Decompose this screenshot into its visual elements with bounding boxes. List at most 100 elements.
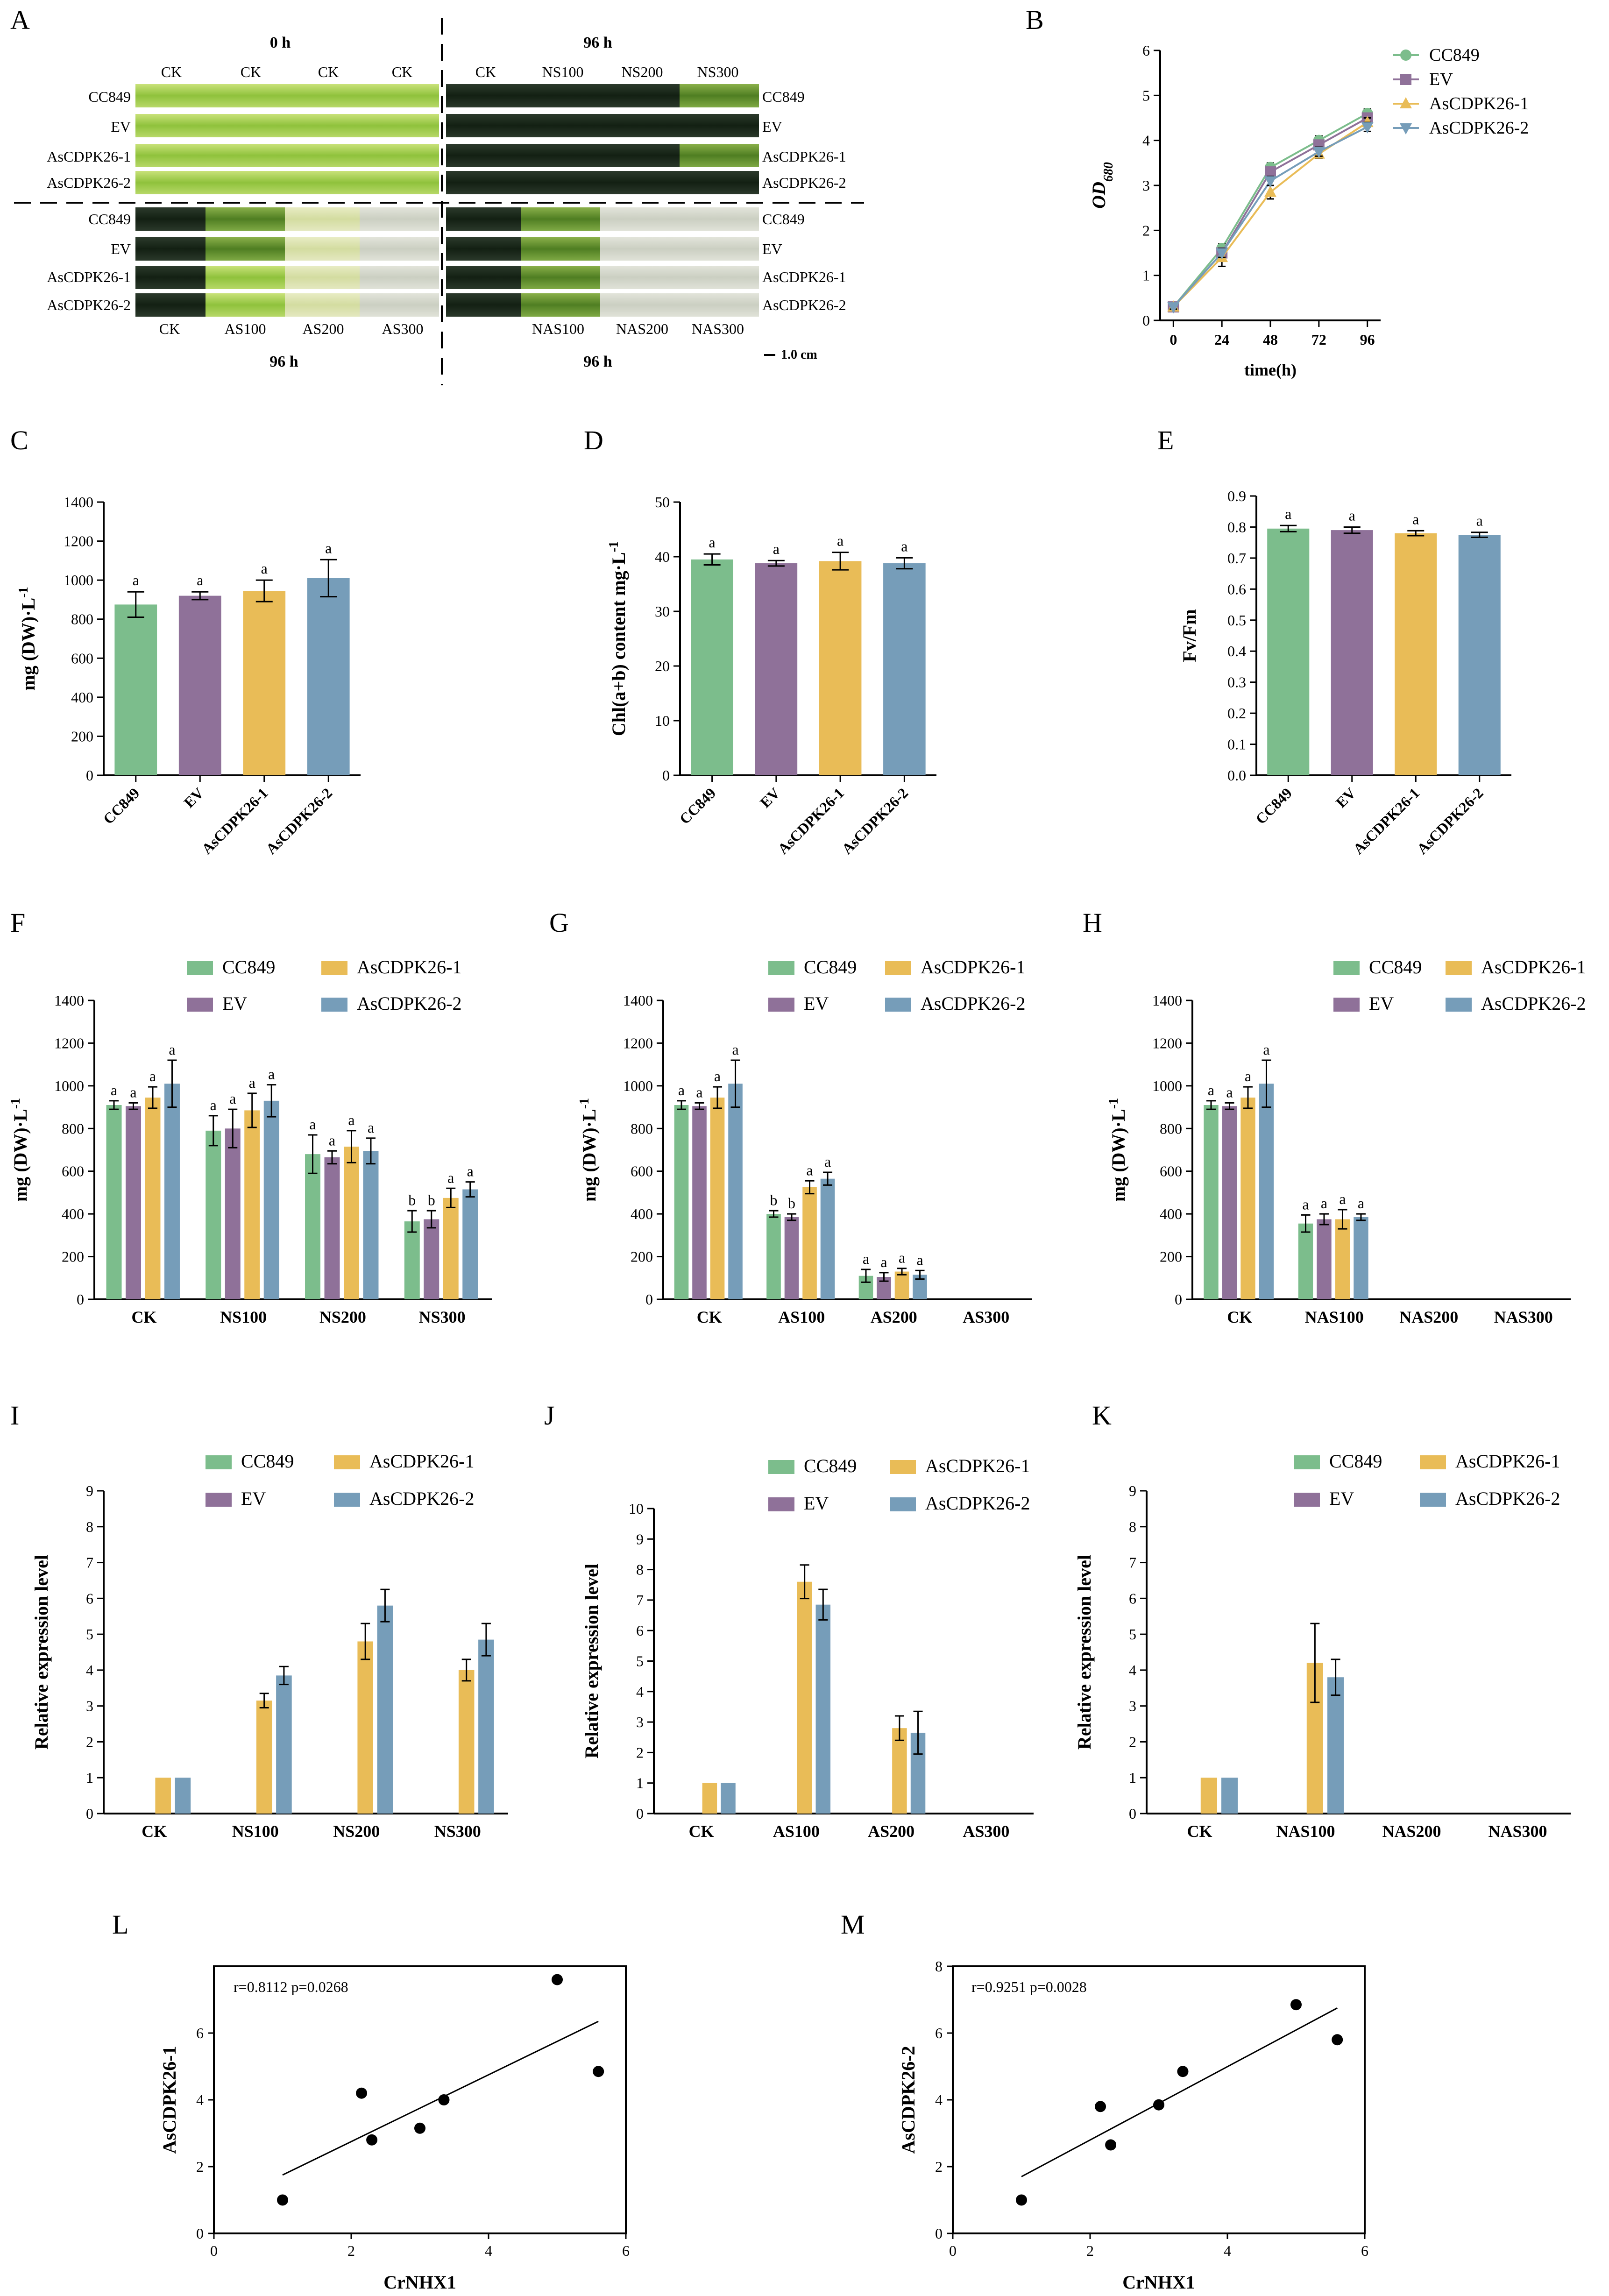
series-line — [1172, 117, 1368, 308]
significance-label: a — [678, 1082, 685, 1098]
x-tick-label: AS200 — [868, 1822, 914, 1841]
col-label: NS100 — [542, 64, 584, 80]
col-label: CK — [161, 64, 182, 80]
bar — [755, 563, 798, 775]
x-tick-label: AsCDPK26-1 — [1350, 784, 1423, 857]
y-tick-label: 2 — [1142, 222, 1150, 239]
y-axis-label: mg (DW)·L-1 — [8, 1098, 31, 1202]
significance-label: a — [1302, 1196, 1309, 1212]
legend-label: AsCDPK26-1 — [1455, 1451, 1560, 1472]
bar — [458, 1670, 475, 1814]
bar — [1298, 1223, 1313, 1299]
y-axis-label-text: Relative expression level — [1074, 1555, 1095, 1750]
bar — [1240, 1098, 1255, 1299]
row-label: AsCDPK26-1 — [47, 269, 131, 285]
significance-label: a — [696, 1084, 702, 1100]
x-tick-label: AS100 — [773, 1822, 820, 1841]
y-tick-label: 1400 — [54, 992, 84, 1009]
bar — [324, 1157, 340, 1299]
x-tick-label: NAS200 — [1399, 1308, 1458, 1326]
bar — [1395, 533, 1437, 775]
significance-label: a — [368, 1119, 374, 1136]
significance-label: a — [169, 1041, 175, 1058]
scale-bar-label: 1.0 cm — [781, 347, 817, 362]
y-tick-label: 1400 — [64, 494, 93, 510]
y-tick-label: 4 — [86, 1662, 93, 1679]
y-tick-label: 20 — [655, 658, 670, 674]
y-tick-label: 10 — [655, 712, 670, 729]
row-label: EV — [111, 118, 131, 135]
bar — [1331, 530, 1373, 775]
y-tick-label: 200 — [71, 728, 93, 744]
data-point — [1095, 2101, 1106, 2112]
y-tick-label: 2 — [636, 1744, 644, 1761]
y-tick-label: 30 — [655, 603, 670, 620]
bar — [305, 1154, 321, 1299]
y-axis-label-sub: 680 — [1101, 162, 1116, 182]
y-tick-label: 3 — [86, 1698, 93, 1715]
y-tick-label: 0 — [1129, 1805, 1136, 1822]
bar — [766, 1214, 781, 1299]
bar — [820, 1178, 835, 1299]
data-point — [552, 1974, 563, 1985]
y-tick-label: 200 — [62, 1248, 84, 1265]
y-tick-label: 8 — [1129, 1518, 1136, 1535]
y-tick-label: 4 — [196, 2091, 204, 2108]
significance-label: a — [1321, 1195, 1327, 1212]
y-tick-label: 7 — [1129, 1554, 1136, 1571]
legend-swatch — [206, 1493, 232, 1507]
y-tick-label: 6 — [196, 2025, 204, 2041]
marker — [1264, 176, 1276, 188]
marker — [1265, 166, 1276, 178]
row-label: CC849 — [762, 88, 805, 105]
legend-label: AsCDPK26-2 — [925, 1493, 1030, 1514]
y-tick-label: 0 — [196, 2225, 204, 2242]
y-axis-label-sup: -1 — [577, 1098, 592, 1109]
y-axis-label-text: mg (DW)·L — [10, 1109, 31, 1202]
bar — [710, 1098, 725, 1299]
bar — [815, 1604, 831, 1814]
bar — [243, 591, 286, 775]
x-tick-label: EV — [1333, 784, 1359, 811]
x-tick-label: NS300 — [434, 1822, 481, 1841]
tube-photo-bottom-left — [135, 207, 439, 317]
data-point — [366, 2134, 378, 2146]
significance-label: a — [1285, 505, 1291, 522]
significance-label: a — [863, 1250, 869, 1267]
x-tick-label: CK — [697, 1308, 722, 1326]
panel-letter: H — [1083, 907, 1102, 938]
significance-label: a — [325, 539, 332, 556]
y-tick-label: 0.3 — [1227, 674, 1246, 691]
tube-photo-top-right — [446, 84, 759, 194]
legend-swatch — [187, 961, 213, 975]
y-tick-label: 1000 — [1152, 1077, 1182, 1094]
significance-label: a — [732, 1041, 738, 1058]
bar — [802, 1187, 817, 1299]
series-line — [1172, 121, 1368, 308]
y-tick-label: 4 — [1142, 132, 1150, 149]
bar — [357, 1641, 373, 1814]
data-point — [593, 2066, 604, 2077]
significance-label: a — [1339, 1191, 1346, 1207]
legend-label: AsCDPK26-1 — [921, 957, 1025, 978]
panel-a-header-right: 96 h — [583, 34, 612, 51]
x-tick-label: AS300 — [963, 1308, 1009, 1326]
marker — [1264, 185, 1276, 197]
x-tick-label: AS200 — [871, 1308, 917, 1326]
y-axis-label-sup: -1 — [607, 541, 621, 552]
col-label: NAS300 — [692, 320, 744, 337]
col-label: CK — [318, 64, 339, 80]
y-tick-label: 3 — [1142, 177, 1150, 194]
bar — [443, 1198, 459, 1299]
x-tick-label: 4 — [485, 2242, 492, 2259]
legend-swatch — [321, 998, 347, 1012]
row-label: EV — [111, 241, 131, 257]
y-tick-label: 6 — [935, 2025, 943, 2041]
chart-d: D 0 10 20 30 40 50 Chl(a+b) content mg·L-1 a CC84… — [584, 425, 936, 857]
regression-line — [1021, 2007, 1338, 2177]
legend-swatch — [206, 1455, 232, 1469]
significance-label: a — [229, 1090, 236, 1107]
y-tick-label: 7 — [86, 1554, 93, 1571]
panel-a-footer-right: 96 h — [583, 353, 612, 370]
